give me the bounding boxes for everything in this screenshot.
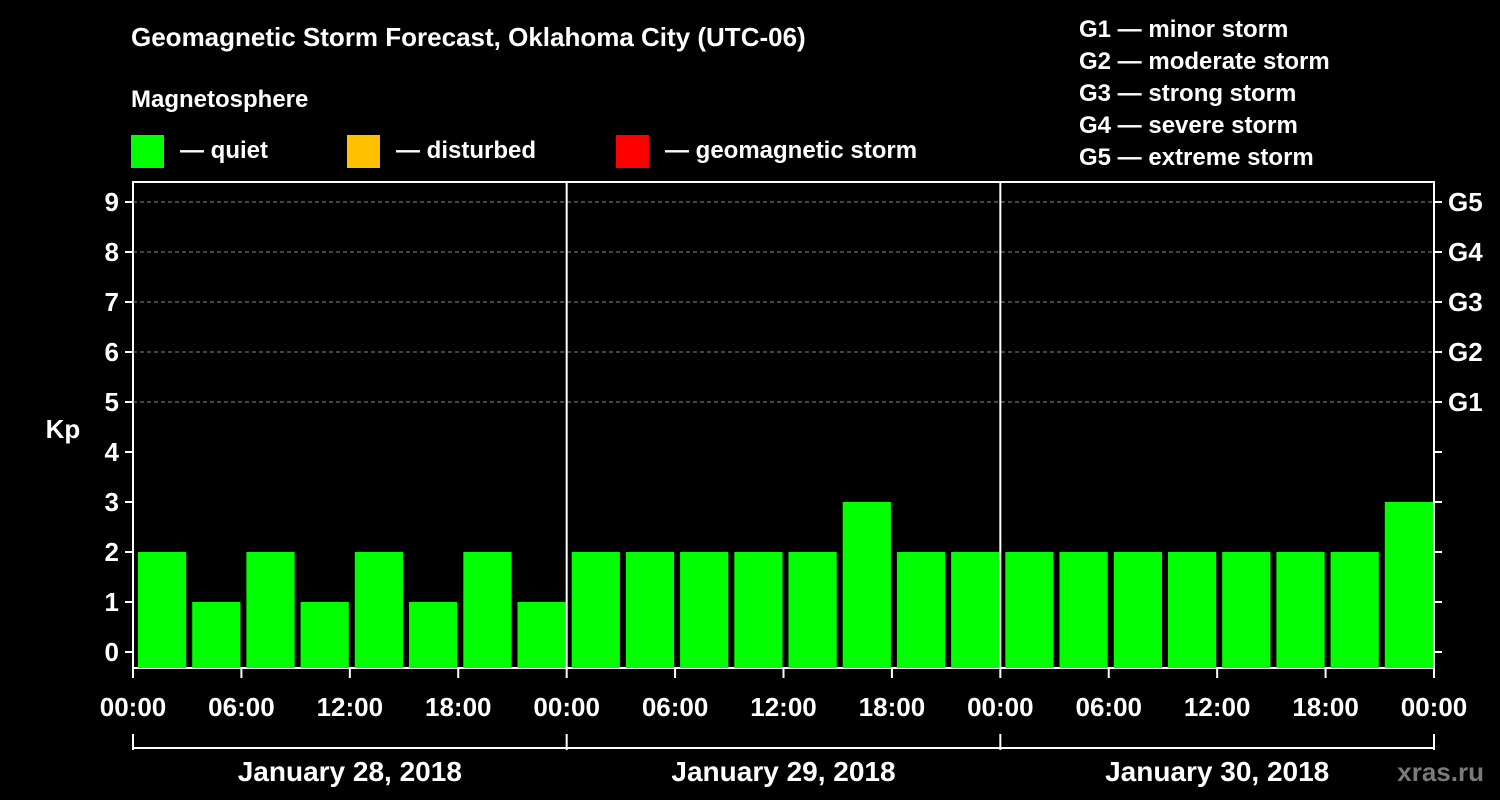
kp-bar bbox=[1059, 552, 1108, 668]
storm-level-label: G4 bbox=[1448, 237, 1483, 267]
kp-bar bbox=[138, 552, 187, 668]
legend-title: Magnetosphere bbox=[131, 86, 309, 113]
kp-bar bbox=[788, 552, 837, 668]
x-tick-label: 00:00 bbox=[533, 692, 600, 722]
kp-bar bbox=[1005, 552, 1054, 668]
kp-bar bbox=[625, 552, 675, 668]
legend-swatch-quiet bbox=[131, 134, 164, 168]
kp-bar bbox=[680, 552, 729, 668]
x-tick-label: 12:00 bbox=[317, 692, 384, 722]
y-tick-label: 1 bbox=[105, 587, 119, 617]
storm-level-label: G3 bbox=[1448, 287, 1483, 317]
y-tick-label: 9 bbox=[105, 187, 119, 217]
kp-bar bbox=[517, 602, 566, 668]
storm-scale-g5: G5 — extreme storm bbox=[1079, 144, 1314, 171]
kp-bar bbox=[192, 602, 241, 668]
legend-item-disturbed: — disturbed bbox=[347, 134, 536, 168]
y-tick-label: 5 bbox=[105, 387, 119, 417]
y-tick-label: 7 bbox=[105, 287, 119, 317]
legend-item-quiet: — quiet bbox=[131, 134, 268, 168]
kp-bar bbox=[246, 552, 295, 668]
legend-item-storm: — geomagnetic storm bbox=[616, 134, 917, 168]
kp-bar bbox=[463, 552, 512, 668]
y-tick-label: 4 bbox=[105, 437, 120, 467]
storm-level-label: G5 bbox=[1448, 187, 1483, 217]
x-tick-label: 18:00 bbox=[1292, 692, 1359, 722]
x-tick-label: 18:00 bbox=[859, 692, 926, 722]
chart-title: Geomagnetic Storm Forecast, Oklahoma Cit… bbox=[131, 22, 806, 52]
y-axis-label: Kp bbox=[46, 414, 81, 444]
storm-level-label: G1 bbox=[1448, 387, 1483, 417]
kp-bar bbox=[354, 552, 403, 668]
legend-swatch-storm bbox=[616, 134, 649, 168]
x-tick-label: 00:00 bbox=[967, 692, 1034, 722]
kp-bar bbox=[1222, 552, 1271, 668]
kp-bar bbox=[842, 502, 891, 668]
legend-swatch-disturbed bbox=[347, 134, 380, 168]
kp-bar bbox=[1330, 552, 1379, 668]
kp-bar bbox=[300, 602, 349, 668]
x-tick-label: 06:00 bbox=[642, 692, 709, 722]
legend-label-disturbed: — disturbed bbox=[396, 137, 537, 164]
kp-bar bbox=[1384, 502, 1433, 668]
day-label: January 29, 2018 bbox=[671, 756, 895, 787]
legend-label-quiet: — quiet bbox=[180, 137, 268, 164]
x-tick-label: 12:00 bbox=[750, 692, 817, 722]
y-tick-label: 3 bbox=[105, 487, 119, 517]
kp-bar bbox=[896, 552, 946, 668]
kp-bar bbox=[1168, 552, 1217, 668]
legend-label-storm: — geomagnetic storm bbox=[665, 137, 918, 164]
storm-scale-g3: G3 — strong storm bbox=[1079, 80, 1297, 107]
storm-scale-list: G1 — minor storm G2 — moderate storm G3 … bbox=[1079, 14, 1330, 174]
x-tick-label: 18:00 bbox=[425, 692, 492, 722]
watermark: xras.ru bbox=[1397, 757, 1484, 787]
storm-scale-g2: G2 — moderate storm bbox=[1079, 48, 1330, 75]
x-tick-label: 00:00 bbox=[1401, 692, 1468, 722]
kp-bar bbox=[571, 552, 620, 668]
x-tick-label: 06:00 bbox=[208, 692, 275, 722]
y-tick-label: 2 bbox=[105, 537, 119, 567]
day-label: January 30, 2018 bbox=[1105, 756, 1329, 787]
day-label: January 28, 2018 bbox=[238, 756, 462, 787]
kp-bar bbox=[951, 552, 1000, 668]
storm-scale-g1: G1 — minor storm bbox=[1079, 16, 1289, 43]
kp-bar bbox=[1276, 552, 1325, 668]
kp-bar bbox=[409, 602, 458, 668]
storm-scale-g4: G4 — severe storm bbox=[1079, 112, 1298, 139]
x-tick-label: 06:00 bbox=[1076, 692, 1143, 722]
kp-bar bbox=[734, 552, 783, 668]
x-tick-label: 12:00 bbox=[1184, 692, 1251, 722]
y-tick-label: 6 bbox=[105, 337, 119, 367]
y-tick-label: 8 bbox=[105, 237, 119, 267]
kp-bar bbox=[1113, 552, 1162, 668]
storm-level-label: G2 bbox=[1448, 337, 1483, 367]
x-tick-label: 00:00 bbox=[100, 692, 167, 722]
y-tick-label: 0 bbox=[105, 637, 119, 667]
